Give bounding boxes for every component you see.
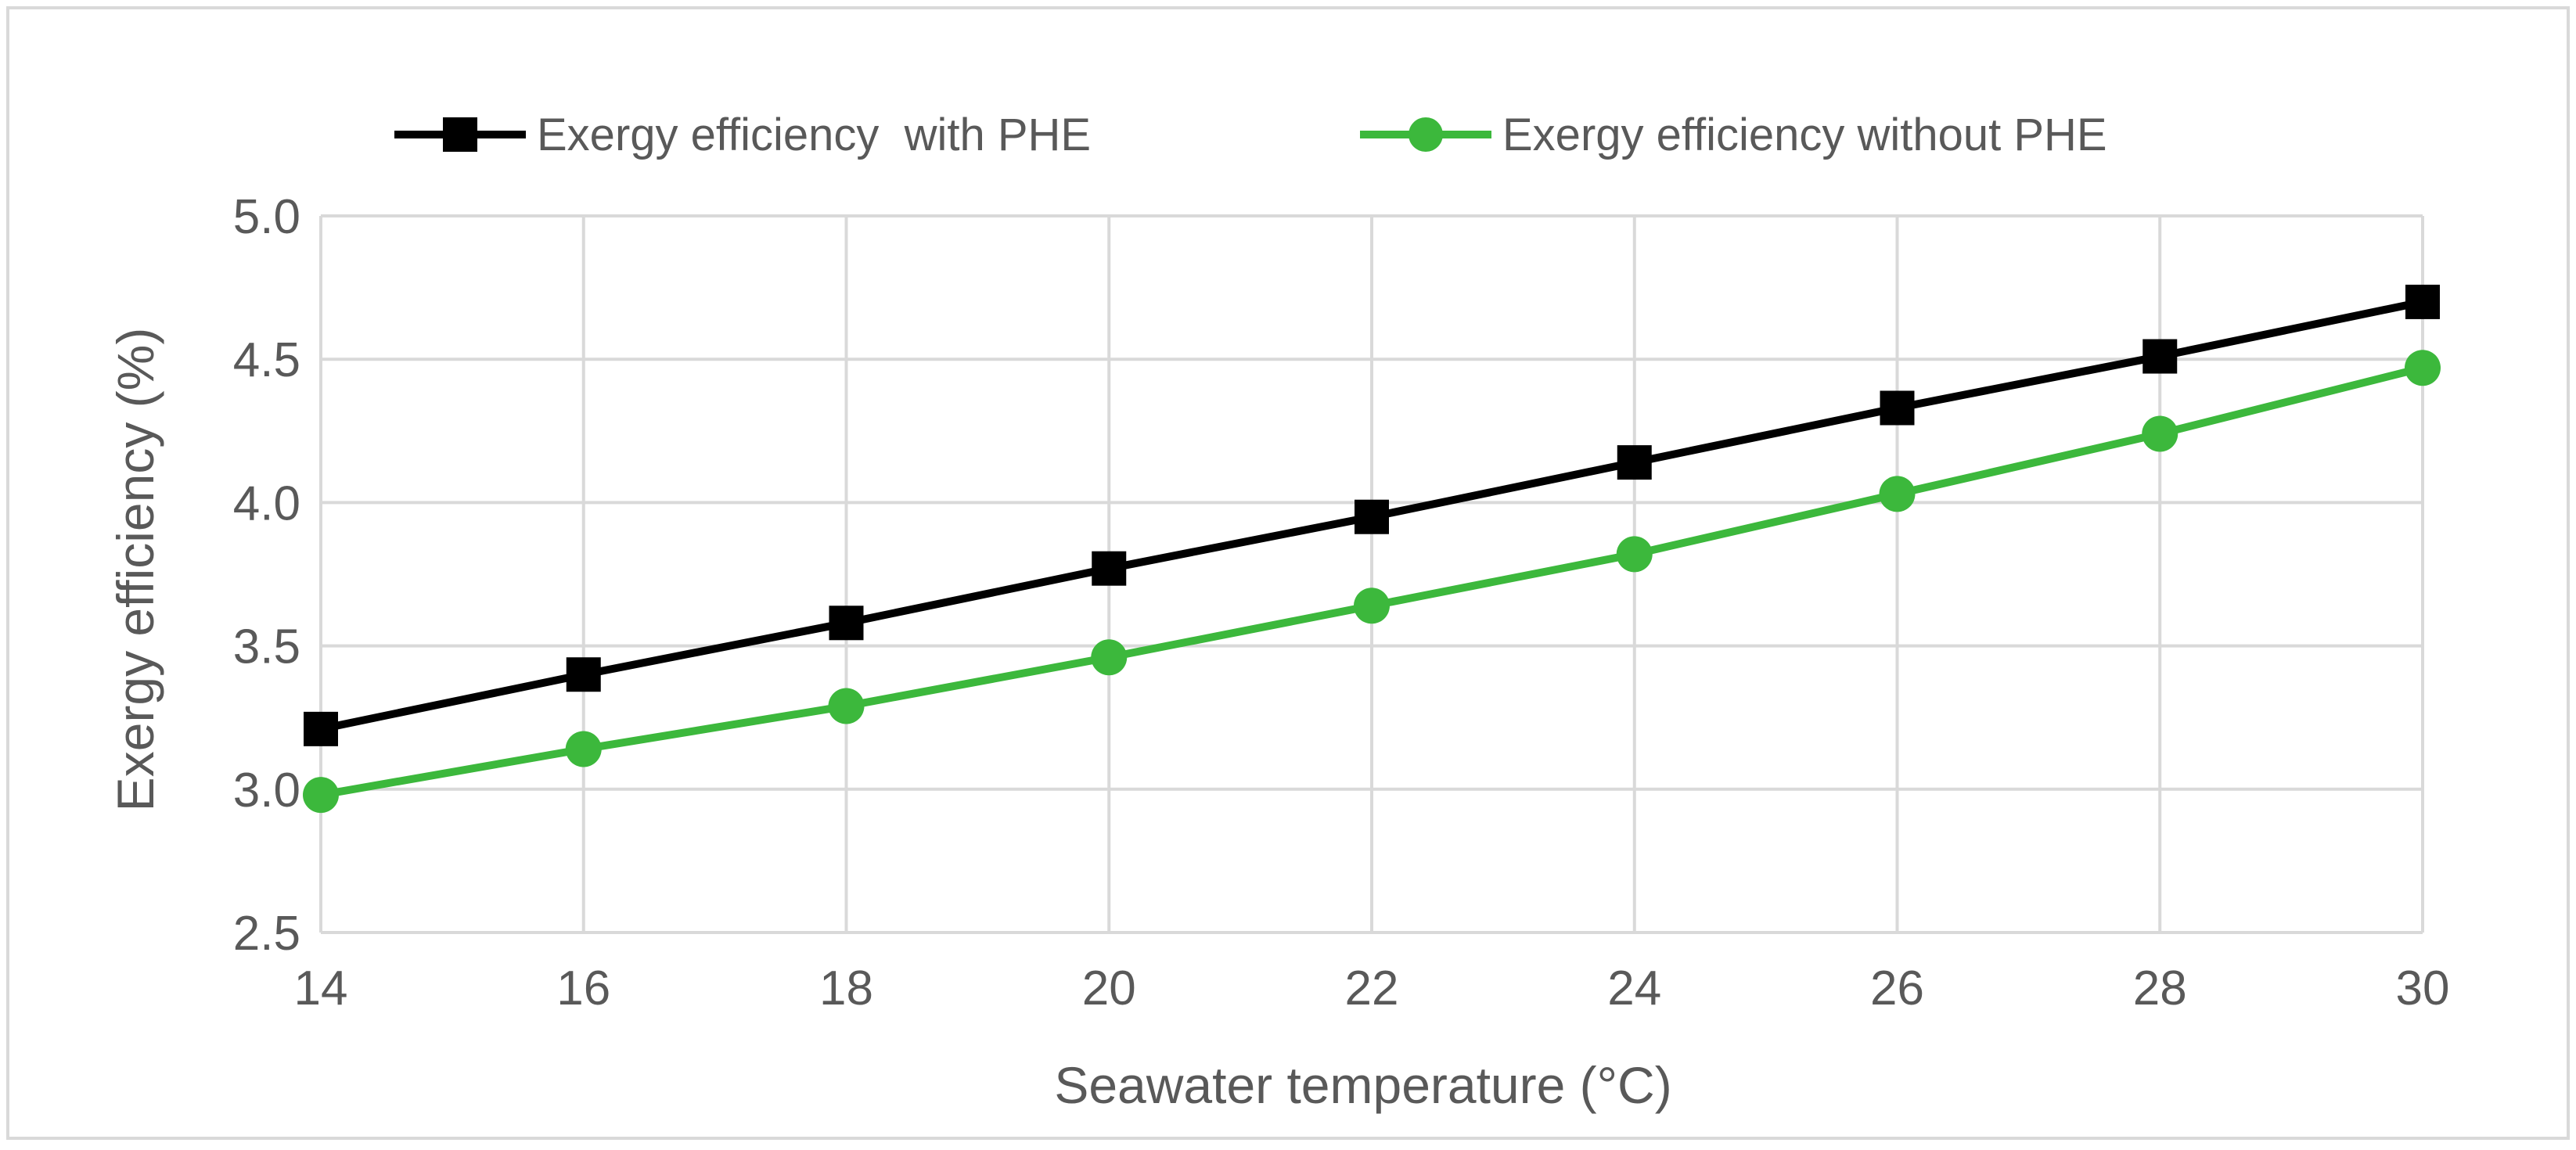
- data-point-with-phe: [1092, 551, 1127, 586]
- data-point-with-phe: [304, 711, 338, 746]
- data-point-without-phe: [1354, 588, 1390, 624]
- x-tick-label: 20: [1082, 961, 1136, 1015]
- y-tick-label: 3.5: [233, 620, 300, 674]
- data-point-without-phe: [303, 777, 339, 814]
- data-point-with-phe: [1880, 390, 1915, 426]
- y-tick-label: 4.0: [233, 476, 300, 530]
- data-point-with-phe: [566, 657, 601, 692]
- x-tick-label: 14: [294, 961, 348, 1015]
- legend-item-without-phe: Exergy efficiency without PHE: [1360, 110, 2107, 160]
- x-tick-label: 22: [1345, 961, 1399, 1015]
- data-point-with-phe: [829, 606, 864, 641]
- legend-swatch-marker-without-phe: [1409, 117, 1443, 152]
- data-point-without-phe: [2142, 415, 2178, 452]
- x-tick-label: 28: [2133, 961, 2187, 1015]
- data-point-with-phe: [1355, 499, 1389, 534]
- y-tick-label: 2.5: [233, 907, 300, 961]
- data-point-with-phe: [2142, 339, 2178, 374]
- x-tick-label: 16: [556, 961, 610, 1015]
- legend-item-with-phe: Exergy efficiency with PHE: [394, 110, 1091, 160]
- x-tick-label: 18: [819, 961, 873, 1015]
- legend: Exergy efficiency with PHE Exergy effici…: [394, 110, 2107, 160]
- data-point-with-phe: [1617, 445, 1652, 480]
- x-axis-title: Seawater temperature (°C): [1054, 1056, 1671, 1114]
- y-tick-label: 5.0: [233, 190, 300, 244]
- y-tick-label: 4.5: [233, 333, 300, 387]
- data-point-without-phe: [1091, 639, 1128, 676]
- y-tick-label: 3.0: [233, 764, 300, 818]
- y-axis-title: Exergy efficiency (%): [106, 328, 164, 812]
- data-point-with-phe: [2405, 284, 2440, 319]
- data-point-without-phe: [1879, 476, 1916, 512]
- data-point-without-phe: [1616, 536, 1653, 573]
- x-tick-label: 24: [1607, 961, 1661, 1015]
- axes: 2.5 3.0 3.5 4.0 4.5 5.0 14 16 18 20 22 24 26 28 30: [233, 190, 2450, 1015]
- x-tick-label: 26: [1870, 961, 1924, 1015]
- data-point-without-phe: [2405, 350, 2441, 386]
- data-point-without-phe: [565, 731, 602, 767]
- x-tick-label: 30: [2396, 961, 2450, 1015]
- legend-label-without-phe: Exergy efficiency without PHE: [1502, 110, 2107, 160]
- series-lines: [303, 284, 2441, 814]
- legend-label-with-phe: Exergy efficiency with PHE: [537, 110, 1091, 160]
- chart-frame: [6, 6, 2570, 1140]
- legend-swatch-marker-with-phe: [443, 117, 477, 152]
- data-point-without-phe: [828, 688, 865, 724]
